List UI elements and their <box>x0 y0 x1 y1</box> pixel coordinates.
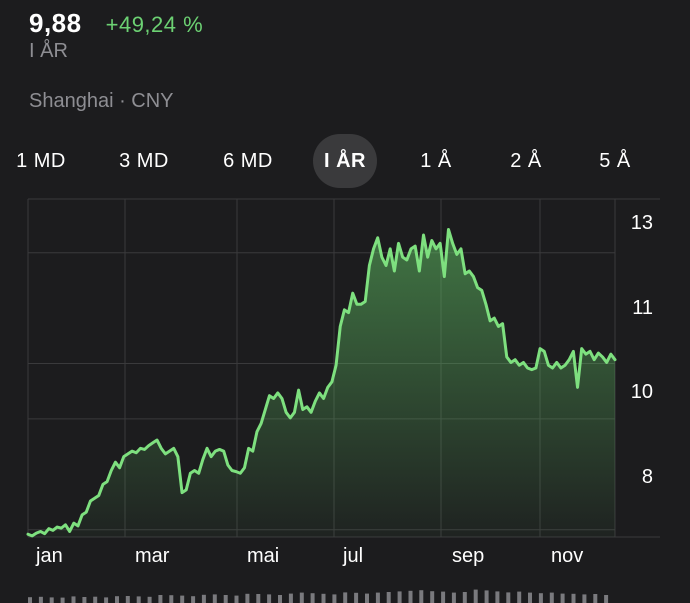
tab-1-year-alt[interactable]: 1 Å <box>420 150 452 172</box>
volume-bar <box>484 590 489 603</box>
volume-bar <box>104 597 109 603</box>
volume-bar <box>430 591 435 603</box>
volume-bar <box>506 592 511 603</box>
volume-bar <box>38 596 43 603</box>
volume-bar <box>49 597 54 603</box>
volume-bar <box>93 596 98 603</box>
volume-bar <box>310 593 315 603</box>
volume-bar <box>397 591 402 603</box>
exchange-label: Shanghai · CNY <box>29 90 174 112</box>
volume-bar <box>332 594 337 603</box>
volume-bar <box>136 596 141 603</box>
x-tick-label: nov <box>551 545 583 567</box>
volume-bar <box>408 590 413 603</box>
x-tick-label: mai <box>247 545 279 567</box>
volume-bar <box>82 597 87 603</box>
x-tick-label: mar <box>135 545 170 567</box>
series-line <box>26 227 617 538</box>
volume-bar <box>201 594 206 603</box>
volume-bar <box>560 593 565 603</box>
volume-bar <box>386 592 391 603</box>
volume-bar <box>223 595 228 603</box>
volume-bar <box>60 597 65 603</box>
y-tick-label: 11 <box>632 297 653 319</box>
volume-bar <box>267 594 272 603</box>
volume-bar <box>256 594 261 603</box>
tab-2-years[interactable]: 2 Å <box>510 150 542 172</box>
y-tick-label: 10 <box>631 381 653 403</box>
chart-area-layer <box>26 227 617 538</box>
volume-bar <box>517 591 522 603</box>
x-tick-label: sep <box>452 545 484 567</box>
volume-bar <box>299 592 304 603</box>
x-tick-label: jul <box>342 545 363 567</box>
current-price: 9,88 <box>29 8 82 38</box>
tab-6-months[interactable]: 6 MD <box>223 150 273 172</box>
volume-bar <box>245 593 250 603</box>
tab-1-month[interactable]: 1 MD <box>16 150 66 172</box>
time-range-tabs: 1 MD 3 MD 6 MD I ÅR 1 Å 2 Å 5 Å <box>0 134 690 188</box>
volume-bar <box>571 593 576 603</box>
tab-3-months[interactable]: 3 MD <box>119 150 169 172</box>
volume-bar <box>212 594 217 603</box>
volume-bar <box>462 592 467 603</box>
volume-bar <box>234 595 239 603</box>
volume-bar <box>604 595 609 603</box>
volume-bar <box>354 592 359 603</box>
series-area-fill <box>28 229 615 538</box>
volume-bar <box>528 592 532 603</box>
volume-bar <box>451 592 456 603</box>
volume-bar <box>147 596 152 603</box>
x-tick-label: jan <box>35 545 63 567</box>
volume-bar <box>365 593 369 603</box>
volume-bar <box>473 589 478 603</box>
volume-bar <box>549 592 554 603</box>
volume-bar <box>125 596 130 603</box>
quote-header: 9,88 +49,24 % I ÅR Shanghai · CNY <box>29 8 669 113</box>
chart-labels: 13 11 10 8 jan mar mai jul sep nov <box>35 212 653 567</box>
volume-bar <box>582 594 587 603</box>
volume-bar <box>495 591 500 603</box>
price-change: +49,24 % <box>105 12 204 37</box>
volume-bar <box>288 593 293 603</box>
volume-bar <box>441 591 446 603</box>
period-label: I ÅR <box>29 40 68 62</box>
price-row: 9,88 +49,24 % <box>29 8 669 42</box>
tab-5-years[interactable]: 5 Å <box>599 150 631 172</box>
volume-bar <box>158 595 163 603</box>
volume-bar <box>191 596 196 603</box>
volume-bar <box>343 592 348 603</box>
volume-bar <box>28 597 32 603</box>
volume-bar <box>71 596 76 603</box>
volume-bar <box>321 593 326 603</box>
volume-bar <box>180 595 185 603</box>
volume-bar <box>278 595 282 603</box>
volume-bars <box>28 589 609 603</box>
volume-bar <box>169 595 174 603</box>
volume-bar <box>115 596 119 603</box>
volume-bar <box>593 594 598 603</box>
y-tick-label: 8 <box>642 466 653 488</box>
tab-1-year[interactable]: I ÅR <box>313 134 377 188</box>
volume-bar <box>538 593 543 603</box>
y-tick-label: 13 <box>631 212 653 234</box>
volume-bar <box>375 592 380 603</box>
volume-bar <box>419 590 424 603</box>
